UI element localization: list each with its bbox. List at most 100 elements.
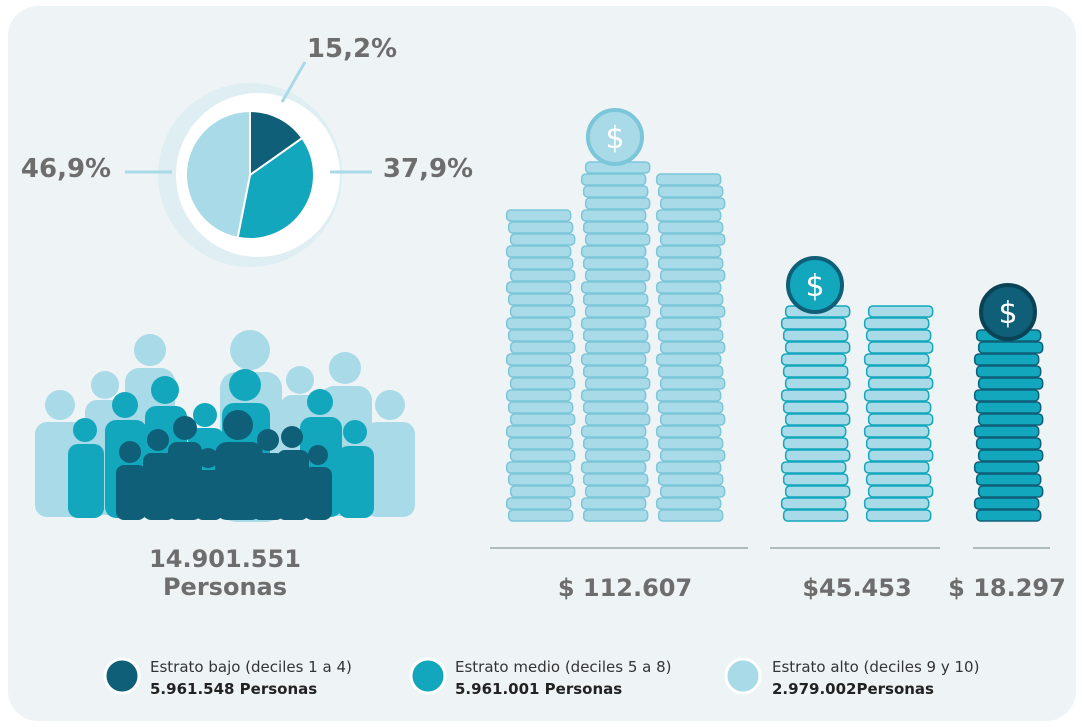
legend-swatch [726, 659, 760, 693]
coin [657, 354, 721, 365]
coin [584, 222, 648, 233]
pie-label: 37,9% [383, 154, 473, 184]
pie-label: 15,2% [307, 34, 397, 64]
coin [782, 318, 846, 329]
dollar-sign: $ [605, 121, 624, 156]
coin [659, 366, 723, 377]
coin [584, 474, 648, 485]
coin [586, 342, 650, 353]
coin [867, 366, 931, 377]
coin [659, 510, 723, 521]
coin [869, 342, 933, 353]
population-label: Personas [163, 573, 287, 601]
coin [786, 342, 850, 353]
infographic: 15,2% 37,9% 46,9% [0, 0, 1082, 727]
coin [582, 246, 646, 257]
legend-label: Estrato medio (deciles 5 a 8) [455, 658, 672, 676]
coin [977, 510, 1041, 521]
coin [661, 234, 725, 245]
coin [867, 510, 931, 521]
coin [584, 294, 648, 305]
coin [979, 378, 1043, 389]
coin [977, 438, 1041, 449]
population-total: 14.901.551 [149, 545, 301, 573]
coin [507, 354, 571, 365]
coin [782, 426, 846, 437]
coin [586, 486, 650, 497]
coin [582, 210, 646, 221]
coin [657, 318, 721, 329]
coin [869, 378, 933, 389]
dollar-sign: $ [805, 269, 824, 304]
coin [586, 414, 650, 425]
coin [511, 306, 575, 317]
coin [786, 378, 850, 389]
coin [511, 342, 575, 353]
coin [782, 498, 846, 509]
coin [784, 438, 848, 449]
legend-swatch [411, 659, 445, 693]
coin [509, 438, 573, 449]
legend-count: 2.979.002Personas [772, 680, 934, 698]
coin [661, 342, 725, 353]
coin [657, 426, 721, 437]
coin [586, 450, 650, 461]
coin [659, 294, 723, 305]
coin [584, 330, 648, 341]
coin [582, 462, 646, 473]
coin [867, 402, 931, 413]
coin [657, 282, 721, 293]
coin [509, 510, 573, 521]
coin [784, 474, 848, 485]
pie [186, 111, 314, 239]
dollar-sign: $ [998, 296, 1017, 331]
coin [657, 462, 721, 473]
coin [507, 282, 571, 293]
page: {"chart_data": {"type": "pie", "categori… [0, 0, 1082, 727]
coin [584, 366, 648, 377]
coin [661, 378, 725, 389]
coin [507, 210, 571, 221]
coin [584, 402, 648, 413]
coin [661, 306, 725, 317]
coin [509, 366, 573, 377]
coin [584, 258, 648, 269]
coin [786, 414, 850, 425]
coin [659, 474, 723, 485]
coin [865, 498, 929, 509]
coin [582, 282, 646, 293]
legend-label: Estrato bajo (deciles 1 a 4) [150, 658, 352, 676]
coin [979, 486, 1043, 497]
coin [659, 402, 723, 413]
coin [786, 486, 850, 497]
pie-label: 46,9% [21, 154, 111, 184]
coin [661, 270, 725, 281]
coin [977, 474, 1041, 485]
coin [784, 366, 848, 377]
coin [975, 498, 1039, 509]
coin [867, 474, 931, 485]
coin [657, 174, 721, 185]
coin [511, 450, 575, 461]
coin [511, 486, 575, 497]
coin [511, 414, 575, 425]
coin [657, 498, 721, 509]
coin [586, 306, 650, 317]
coin [975, 390, 1039, 401]
coin [784, 402, 848, 413]
coin [865, 462, 929, 473]
coin [659, 222, 723, 233]
legend-swatch [105, 659, 139, 693]
coin [975, 462, 1039, 473]
coin [657, 246, 721, 257]
coin [507, 390, 571, 401]
coin [657, 210, 721, 221]
coin [511, 378, 575, 389]
coin [786, 450, 850, 461]
coin [507, 462, 571, 473]
coin [659, 258, 723, 269]
coin [869, 306, 933, 317]
coin [584, 186, 648, 197]
coin [977, 366, 1041, 377]
coin [661, 198, 725, 209]
